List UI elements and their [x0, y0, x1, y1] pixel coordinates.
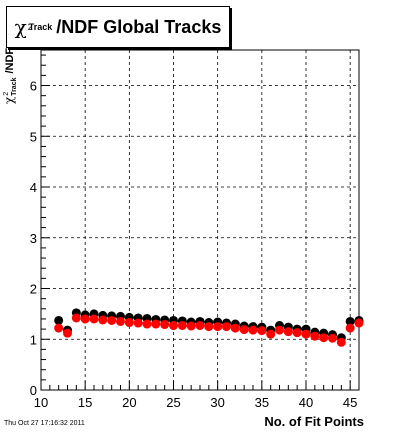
data-point-red [116, 316, 125, 326]
data-point-red [142, 319, 152, 329]
y-tick-label: 3 [30, 231, 37, 246]
data-point-red [292, 328, 302, 338]
data-point-red [124, 318, 134, 328]
data-point-red [80, 314, 90, 324]
x-tick-label: 25 [166, 395, 180, 410]
data-point-red [204, 322, 214, 332]
data-point-red [107, 315, 117, 325]
data-point-red [89, 314, 99, 324]
data-point-red [98, 315, 108, 325]
data-point-red [239, 325, 249, 335]
data-point-red [151, 319, 161, 329]
y-tick-label: 0 [30, 383, 37, 398]
y-tick-label: 4 [30, 180, 37, 195]
ylabel-chi-symbol: χ [2, 96, 16, 104]
x-tick-label: 35 [255, 395, 269, 410]
y-tick-label: 5 [30, 129, 37, 144]
data-point-red [301, 329, 311, 339]
x-tick-label: 10 [34, 395, 48, 410]
y-tick-label: 1 [30, 332, 37, 347]
chi-superscript: 2 [27, 22, 33, 32]
y-tick-label: 6 [30, 79, 37, 94]
data-point-red [336, 337, 346, 347]
chart-title-text: /NDF Global Tracks [56, 16, 222, 37]
ylabel-text: /NDF [4, 47, 16, 74]
x-tick-label: 20 [122, 395, 136, 410]
data-point-red [354, 318, 364, 328]
data-point-red [169, 321, 178, 331]
x-tick-label: 45 [343, 395, 357, 410]
chart-title: χ 2 Track/NDF Global Tracks [6, 6, 230, 48]
data-point-red [328, 333, 337, 343]
data-point-black [345, 316, 355, 326]
data-point-red [319, 333, 329, 343]
data-point-red [71, 313, 81, 323]
x-tick-label: 30 [210, 395, 224, 410]
data-point-red [248, 325, 258, 335]
x-tick-label: 40 [299, 395, 313, 410]
data-point-red [283, 327, 293, 337]
x-axis-label: No. of Fit Points [264, 414, 364, 429]
data-point-red [186, 321, 196, 331]
data-point-red [54, 323, 64, 333]
timestamp: Thu Oct 27 17:16:32 2011 [4, 420, 85, 427]
data-point-red [230, 323, 240, 333]
data-point-red [133, 318, 143, 328]
ylabel-chi-superscript: 2 [3, 91, 11, 96]
chi-subscript: Track [28, 22, 53, 32]
data-point-red [160, 320, 170, 330]
data-point-black [54, 315, 64, 325]
data-point-red [345, 323, 355, 333]
y-axis-label: χ2Track/NDF [2, 48, 18, 104]
ylabel-chi-subscript: Track [11, 77, 19, 96]
data-point-red [195, 321, 205, 331]
y-tick-label: 2 [30, 282, 37, 297]
x-tick-label: 15 [78, 395, 92, 410]
data-point-red [213, 322, 223, 332]
data-point-red [222, 322, 231, 332]
data-point-red [266, 329, 276, 339]
data-point-red [275, 325, 284, 335]
chi-symbol: χ [14, 15, 27, 39]
data-point-red [257, 326, 267, 336]
data-point-red [310, 331, 320, 341]
data-point-red [177, 321, 187, 331]
data-point-red [63, 328, 72, 338]
